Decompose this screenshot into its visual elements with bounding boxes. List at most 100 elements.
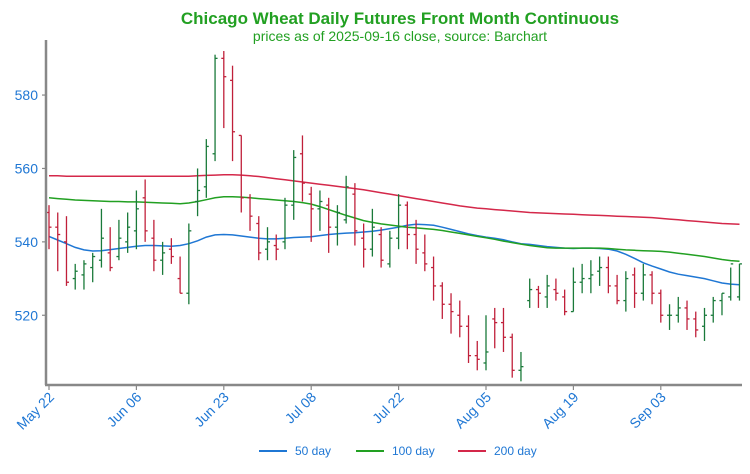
ohlc-bar [387,230,393,268]
ohlc-bar [439,282,445,319]
ohlc-bar [343,175,349,224]
ohlc-bar [186,223,192,305]
y-tick-label: 580 [15,87,39,103]
ohlc-bar [632,267,638,308]
ohlc-bar [413,219,419,264]
ohlc-bar [597,256,603,286]
ohlc-bar [500,307,506,352]
ohlc-bar [247,194,253,231]
ohlc-bar [474,340,480,371]
ohlc-bar [107,227,113,272]
ohlc-bar [203,139,209,198]
x-tick-label: Jul 22 [369,389,407,427]
ohlc-bar [195,168,201,217]
ma-line-1 [48,223,740,286]
ohlc-bar [334,205,340,246]
x-tick-label: Jul 08 [282,389,320,427]
ohlc-bar [168,238,174,264]
ohlc-bars [46,51,742,382]
ohlc-bar [719,292,725,316]
ohlc-bar [649,271,655,305]
ohlc-bar [640,263,646,301]
ohlc-bar [675,296,681,323]
ohlc-bar [396,194,402,250]
ohlc-bar [212,54,218,162]
ohlc-bar [221,51,227,129]
legend-label: 50 day [295,444,331,458]
ohlc-bar [605,256,611,294]
ohlc-bar [544,274,550,308]
x-tick-label: Sep 03 [626,389,669,432]
ohlc-bar [238,134,244,213]
ohlc-bar [142,179,148,242]
ohlc-bar [728,263,734,301]
ohlc-bar [422,234,428,272]
x-tick-label: Jun 06 [103,389,144,430]
ohlc-bar [404,201,410,250]
ohlc-bar [588,260,594,294]
ohlc-bar [63,216,69,286]
y-axis-ticks: 520 540 560 580 [15,87,46,323]
ohlc-bar [256,216,262,261]
x-axis-ticks: May 22 Jun 06 Jun 23 Jul 08 Jul 22 Aug 05 Aug … [13,385,669,433]
ohlc-bar [273,234,279,261]
legend: 50 day 100 day 200 day [259,444,537,458]
ohlc-bar [448,293,454,334]
ohlc-bar [151,219,157,272]
ohlc-bar [378,227,384,268]
ohlc-bar [55,212,61,272]
ohlc-bar [667,304,673,330]
ohlc-bar [230,65,236,162]
ohlc-bar [299,135,305,202]
ohlc-bar [614,274,620,305]
ohlc-bar [308,186,314,242]
ohlc-bar [658,289,664,323]
ohlc-bar [361,223,367,268]
ohlc-bar [265,227,270,261]
ohlc-bar [570,267,576,313]
ma-line-2 [48,195,740,263]
ohlc-bar [492,307,498,349]
ohlc-bar [535,285,541,308]
ohlc-bar [369,208,375,257]
ohlc-bar [160,241,166,275]
y-tick-label: 540 [15,234,39,250]
ohlc-bar [553,278,559,301]
y-tick-label: 520 [15,307,39,323]
ohlc-bar [710,296,716,323]
ohlc-bar [466,315,472,363]
ohlc-bar [326,197,332,253]
ohlc-bar [623,271,629,312]
x-tick-label: May 22 [13,389,57,433]
x-tick-label: Aug 19 [539,389,582,432]
ohlc-bar [125,212,131,253]
ohlc-bar [116,219,122,261]
ohlc-bar [352,183,358,246]
x-tick-label: Jun 23 [191,389,232,430]
ohlc-bar [457,300,463,338]
ohlc-bar [562,289,568,316]
ohlc-bar [291,150,297,220]
ohlc-bar [736,263,742,301]
ohlc-bar [527,278,533,308]
y-tick-label: 560 [15,160,39,176]
ohlc-bar [483,315,489,371]
ohlc-bar [684,300,690,330]
ohlc-bar [72,263,78,290]
ma-line-3 [49,173,740,225]
ohlc-bar [177,256,183,294]
ohlc-bar [317,190,323,231]
ohlc-bar [579,263,585,294]
ohlc-bar [282,197,288,250]
chart-subtitle: prices as of 2025-09-16 close, source: B… [253,28,547,44]
ohlc-bar [81,260,87,290]
legend-label: 200 day [494,444,537,458]
ohlc-bar [133,190,139,250]
legend-label: 100 day [392,444,435,458]
ohlc-bar [693,311,699,338]
ohlc-bar [518,351,524,382]
x-tick-label: Aug 05 [451,389,494,432]
moving-average-lines [48,173,740,286]
ohlc-bar [702,307,707,341]
